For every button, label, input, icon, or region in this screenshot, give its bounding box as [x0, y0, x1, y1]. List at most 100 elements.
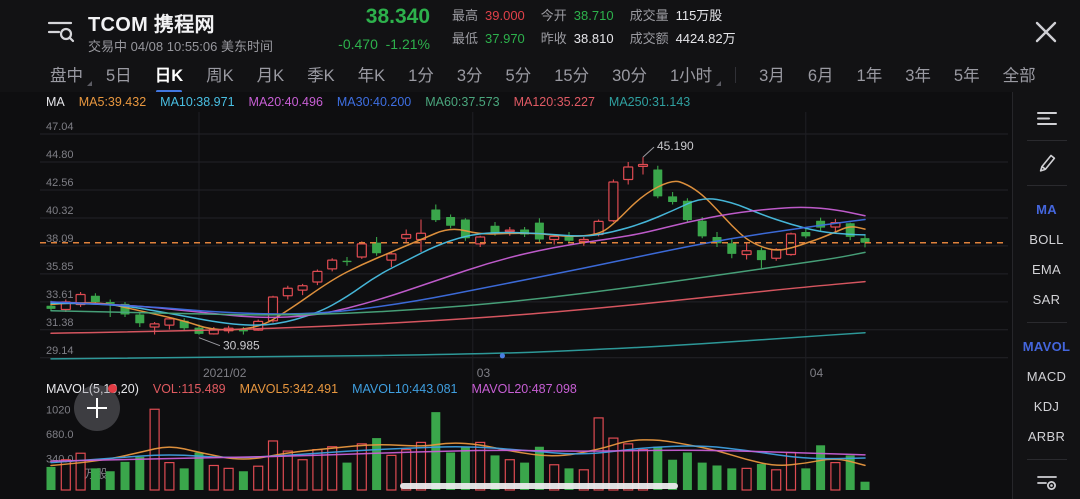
high-annotation: 45.190 [657, 139, 694, 153]
sidebar-item-ema[interactable]: EMA [1031, 261, 1062, 277]
quote-stat-column: 今开 38.710 昨收 38.810 [541, 8, 614, 47]
tab-1分[interactable]: 1分 [408, 67, 434, 85]
mavol-legend-item: MAVOL10:443.081 [352, 382, 458, 396]
quote-stats: 最高 39.000 最低 37.970 今开 38.710 昨收 38.810 成交量 115万股… [452, 8, 736, 47]
svg-text:42.56: 42.56 [46, 177, 74, 189]
ma-legend-item: MA250:31.143 [608, 95, 691, 109]
stat-value: 38.710 [573, 8, 614, 23]
low-annotation: 30.985 [223, 339, 260, 353]
stat-value: 39.000 [485, 8, 525, 23]
stat-value: 37.970 [485, 31, 525, 46]
stat-label: 最低 [452, 31, 479, 46]
tab-5日[interactable]: 5日 [106, 67, 132, 85]
stat-label: 昨收 [540, 31, 567, 46]
sidebar-divider [1026, 140, 1067, 141]
header: TCOM 携程网 交易中 04/08 10:55:06 美东时间 38.340 … [0, 0, 1080, 58]
tab-3年[interactable]: 3年 [905, 67, 931, 85]
ma-legend-item: MA10:38.971 [160, 95, 235, 109]
sidebar-divider [1026, 459, 1067, 460]
tab-5年[interactable]: 5年 [953, 67, 980, 85]
svg-text:680.0: 680.0 [46, 429, 74, 441]
svg-text:03: 03 [477, 366, 491, 380]
quote-stat-column: 最高 39.000 最低 37.970 [452, 8, 525, 47]
svg-text:04: 04 [810, 366, 824, 380]
tab-3月[interactable]: 3月 [759, 67, 785, 85]
sidebar-item-arbr[interactable]: ARBR [1027, 428, 1066, 444]
ma-legend-item: MA5:39.432 [78, 95, 147, 109]
mavol-legend-item: MAVOL20:487.098 [471, 382, 577, 396]
ma-legend-item: MA20:40.496 [248, 95, 323, 109]
crosshair-icon [96, 398, 98, 418]
stat-label: 最高 [452, 8, 479, 23]
tab-1小时[interactable]: 1小时 [670, 62, 722, 88]
sidebar-divider [1026, 322, 1067, 323]
svg-text:38.09: 38.09 [46, 233, 74, 245]
stat-value: 38.810 [573, 31, 614, 46]
stat-value: 115万股 [675, 8, 723, 23]
svg-text:40.32: 40.32 [46, 205, 74, 217]
quote-stat: 成交额 4424.82万 [630, 31, 736, 47]
sidebar-item-ma[interactable]: MA [1036, 201, 1057, 217]
price-change: -0.470 -1.21% [338, 36, 430, 52]
quote-stat: 最低 37.970 [452, 31, 525, 47]
stat-label: 成交量 [629, 8, 669, 23]
ma-legend-item: MA30:40.200 [336, 95, 412, 109]
tab-6月[interactable]: 6月 [807, 67, 834, 85]
candlestick-chart[interactable]: 47.04 44.80 42.56 40.32 38.09 35.85 33.61 31.38… [0, 92, 1012, 499]
tab-周K[interactable]: 周K [206, 67, 234, 85]
quote-stat: 昨收 38.810 [541, 31, 614, 47]
quote-stat: 成交量 115万股 [630, 8, 736, 24]
crosshair-button[interactable] [74, 384, 120, 431]
ma-legend-item: MA60:37.573 [425, 95, 500, 109]
tab-5分[interactable]: 5分 [505, 67, 532, 85]
quote-stat: 最高 39.000 [452, 8, 525, 24]
tab-15分[interactable]: 15分 [554, 67, 590, 85]
sidebar-item-boll[interactable]: BOLL [1029, 231, 1064, 247]
draw-icon[interactable] [1036, 149, 1058, 177]
ma-legend-item: MA [46, 95, 65, 109]
quote-stat-column: 成交量 115万股成交额 4424.82万 [630, 8, 736, 47]
tab-30分[interactable]: 30分 [612, 67, 647, 85]
mavol-legend: MAVOL(5,10,20) VOL:115.489 MAVOL5:342.491 M… [46, 382, 577, 396]
tab-盘中[interactable]: 盘中 [50, 62, 92, 88]
trading-status: 交易中 04/08 10:55:06 美东时间 [88, 39, 273, 54]
ma-legend: MA MA5:39.432 MA10:38.971 MA20:40.496 MA30:4… [46, 95, 690, 109]
tab-季K[interactable]: 季K [307, 67, 335, 85]
sidebar-item-mavol[interactable]: MAVOL [1022, 338, 1071, 354]
stock-search-icon[interactable] [46, 15, 76, 45]
tab-divider [735, 67, 737, 83]
last-price: 38.340 [365, 5, 430, 28]
indicator-settings-icon[interactable] [1036, 468, 1057, 496]
home-indicator [400, 483, 678, 489]
svg-text:44.80: 44.80 [46, 149, 74, 161]
svg-text:31.38: 31.38 [46, 317, 74, 329]
stat-label: 成交额 [629, 31, 669, 46]
tab-日K[interactable]: 日K [155, 62, 183, 93]
tab-1年[interactable]: 1年 [856, 67, 883, 85]
stat-label: 今开 [540, 8, 567, 23]
svg-text:47.04: 47.04 [46, 121, 74, 133]
sidebar-divider [1026, 185, 1067, 186]
mavol-legend-item: VOL:115.489 [152, 382, 226, 396]
indicator-sidebar: MA BOLL EMA SAR MAVOL MACD KDJ ARBR [1012, 92, 1080, 499]
mavol-legend-item: MAVOL5:342.491 [239, 382, 339, 396]
svg-text:1020: 1020 [46, 404, 70, 416]
chart-region: 47.04 44.80 42.56 40.32 38.09 35.85 33.61 31.38… [0, 92, 1012, 499]
ma-legend-item: MA120:35.227 [513, 95, 595, 109]
notification-dot [108, 384, 117, 393]
svg-text:33.61: 33.61 [46, 289, 74, 301]
quote-stat: 今开 38.710 [541, 8, 614, 24]
sidebar-item-macd[interactable]: MACD [1026, 368, 1067, 384]
sidebar-item-sar[interactable]: SAR [1032, 291, 1061, 307]
tab-月K[interactable]: 月K [256, 67, 285, 85]
tab-全部[interactable]: 全部 [1002, 67, 1036, 85]
svg-text:35.85: 35.85 [46, 261, 74, 273]
sidebar-item-kdj[interactable]: KDJ [1033, 398, 1060, 414]
tab-3分[interactable]: 3分 [456, 67, 483, 85]
svg-text:29.14: 29.14 [46, 345, 74, 357]
timeframe-tabs: 盘中 5日 日K 周K 月K 季K 年K 1分 3分 5分 15分 30分 1小时 3月 6月 1年 3年 5年 全… [0, 58, 1080, 93]
tab-年K[interactable]: 年K [357, 67, 386, 85]
chart-style-icon[interactable] [1036, 104, 1057, 132]
close-icon[interactable] [1032, 18, 1060, 46]
